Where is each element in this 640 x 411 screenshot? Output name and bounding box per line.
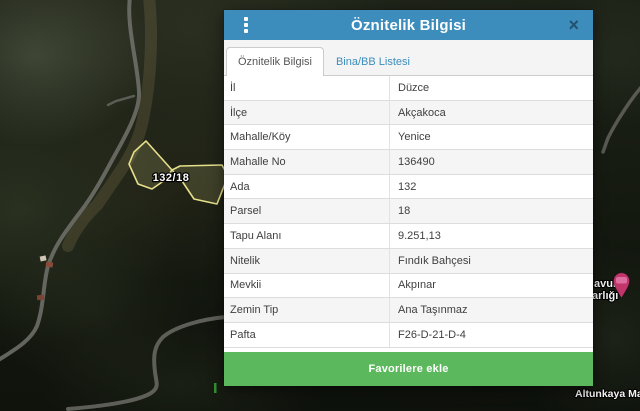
- parcel-label: 132/18: [153, 172, 190, 184]
- table-row: Zemin Tip Ana Taşınmaz: [224, 298, 593, 323]
- row-label: Mevkii: [224, 273, 390, 298]
- dialog-title: Öznitelik Bilgisi: [350, 16, 467, 34]
- row-value: Fındık Bahçesi: [398, 254, 471, 267]
- place-label-bottom: Altunkaya Mar: [575, 388, 640, 400]
- attribute-dialog: Öznitelik Bilgisi × Öznitelik Bilgisi Bi…: [224, 10, 593, 386]
- building: [45, 261, 54, 268]
- parcel-polygon[interactable]: [128, 140, 229, 205]
- attribute-table: İl Düzce İlçe Akçakoca Mahalle/Köy Yenic…: [224, 76, 593, 352]
- building: [39, 255, 47, 262]
- row-label: Mahalle No: [224, 150, 390, 174]
- table-row: Ada 132: [224, 174, 593, 200]
- table-row: Parsel 18: [224, 199, 593, 225]
- row-value: Ana Taşınmaz: [398, 304, 468, 317]
- tab-oznitelik-bilgisi[interactable]: Öznitelik Bilgisi: [226, 47, 324, 76]
- table-row: Mevkii Akpınar: [224, 273, 593, 299]
- close-icon[interactable]: ×: [568, 15, 579, 35]
- row-label: İl: [224, 76, 390, 100]
- building: [36, 294, 45, 301]
- row-label: İlçe: [224, 100, 390, 125]
- row-value: 9.251,13: [398, 229, 441, 242]
- buildings: [36, 255, 54, 301]
- kebab-menu-icon[interactable]: [238, 15, 254, 35]
- tab-bar: Öznitelik Bilgisi Bina/BB Listesi: [224, 40, 593, 76]
- row-label: Zemin Tip: [224, 298, 390, 322]
- row-label: Parsel: [224, 199, 390, 224]
- row-label: Tapu Alanı: [224, 224, 390, 248]
- row-value: 136490: [398, 155, 435, 168]
- row-label: Ada: [224, 174, 390, 199]
- row-value: 18: [398, 205, 411, 218]
- row-label: Mahalle/Köy: [224, 125, 390, 150]
- row-value: Akçakoca: [398, 106, 446, 119]
- row-value: 132: [398, 180, 417, 193]
- dirt-strip: [62, 0, 157, 252]
- place-label-line2: arlığı: [592, 290, 618, 302]
- row-label: Nitelik: [224, 248, 390, 273]
- table-row: Tapu Alanı 9.251,13: [224, 224, 593, 249]
- row-label: Pafta: [224, 322, 390, 347]
- map-artifact: [214, 383, 217, 393]
- table-row: Nitelik Fındık Bahçesi: [224, 248, 593, 274]
- row-value: Düzce: [398, 81, 430, 94]
- road-right: [601, 85, 640, 154]
- dialog-header: Öznitelik Bilgisi ×: [224, 10, 593, 40]
- road-branch: [106, 94, 136, 107]
- table-row: İl Düzce: [224, 76, 593, 101]
- table-row: Mahalle/Köy Yenice: [224, 125, 593, 151]
- map-pin-icon[interactable]: [613, 272, 630, 299]
- road: [0, 0, 142, 362]
- row-value: F26-D-21-D-4: [398, 328, 466, 341]
- table-row: Pafta F26-D-21-D-4: [224, 322, 593, 348]
- road-lower: [66, 315, 228, 411]
- table-row: Mahalle No 136490: [224, 150, 593, 175]
- table-row: İlçe Akçakoca: [224, 100, 593, 126]
- row-value: Yenice: [398, 131, 431, 144]
- add-to-favorites-button[interactable]: Favorilere ekle: [224, 351, 593, 386]
- row-value: Akpınar: [398, 279, 436, 292]
- tab-bina-bb-listesi[interactable]: Bina/BB Listesi: [335, 56, 410, 68]
